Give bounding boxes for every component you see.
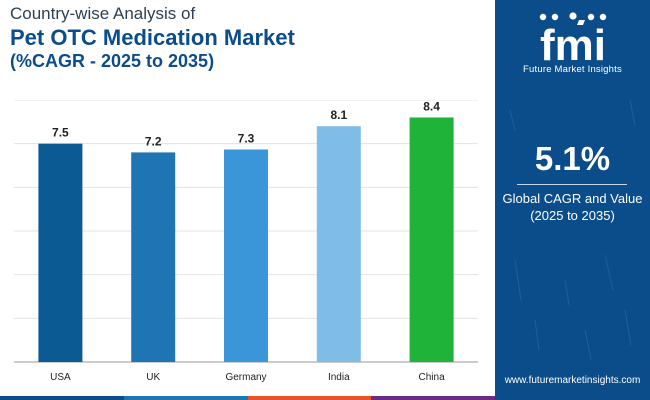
cagr-label-line2: (2025 to 2035) [530, 208, 615, 223]
page-title: Pet OTC Medication Market [10, 25, 295, 50]
side-panel: fmi Future Market Insights 5.1% Global C… [495, 0, 650, 400]
bar-uk [131, 152, 176, 362]
global-cagr-value: 5.1% [534, 140, 611, 177]
bar-china [409, 117, 454, 362]
x-tick-label-india: India [328, 372, 350, 383]
chart-svg: 7.5 USA 7.2 UK 7.3 Germany 8.1 India 8.4 China [14, 99, 478, 383]
x-tick-label-usa: USA [50, 372, 71, 383]
bar-chart: 7.5 USA 7.2 UK 7.3 Germany 8.1 India 8.4 China [0, 99, 495, 395]
logo-text: fmi [540, 21, 606, 66]
subtitle: (%CAGR - 2025 to 2035) [10, 51, 215, 71]
data-label-germany: 7.3 [238, 131, 255, 145]
global-cagr-label: Global CAGR and Value (2025 to 2035) [495, 190, 650, 224]
footer-segment [371, 396, 495, 400]
bar-germany [224, 149, 268, 362]
footer-segment [0, 396, 124, 400]
footer-segment [247, 396, 372, 400]
website-url: www.futuremarketinsights.com [504, 375, 641, 386]
fmi-logo-icon: fmi [539, 12, 606, 66]
logo: fmi Future Market Insights [495, 8, 650, 75]
logo-caption: Future Market Insights [523, 64, 622, 75]
data-label-uk: 7.2 [145, 134, 162, 148]
data-label-india: 8.1 [330, 108, 347, 122]
bar-usa [38, 143, 83, 362]
footer-segment [123, 396, 248, 400]
data-label-usa: 7.5 [52, 126, 69, 140]
title-prefix: Country-wise Analysis of [10, 4, 196, 23]
x-tick-label-germany: Germany [225, 372, 266, 383]
cagr-label-line1: Global CAGR and Value [502, 191, 643, 206]
bar-india [316, 126, 361, 362]
x-tick-label-china: China [419, 372, 446, 383]
x-tick-label-uk: UK [146, 372, 160, 383]
divider [517, 184, 627, 185]
data-label-china: 8.4 [423, 100, 440, 113]
